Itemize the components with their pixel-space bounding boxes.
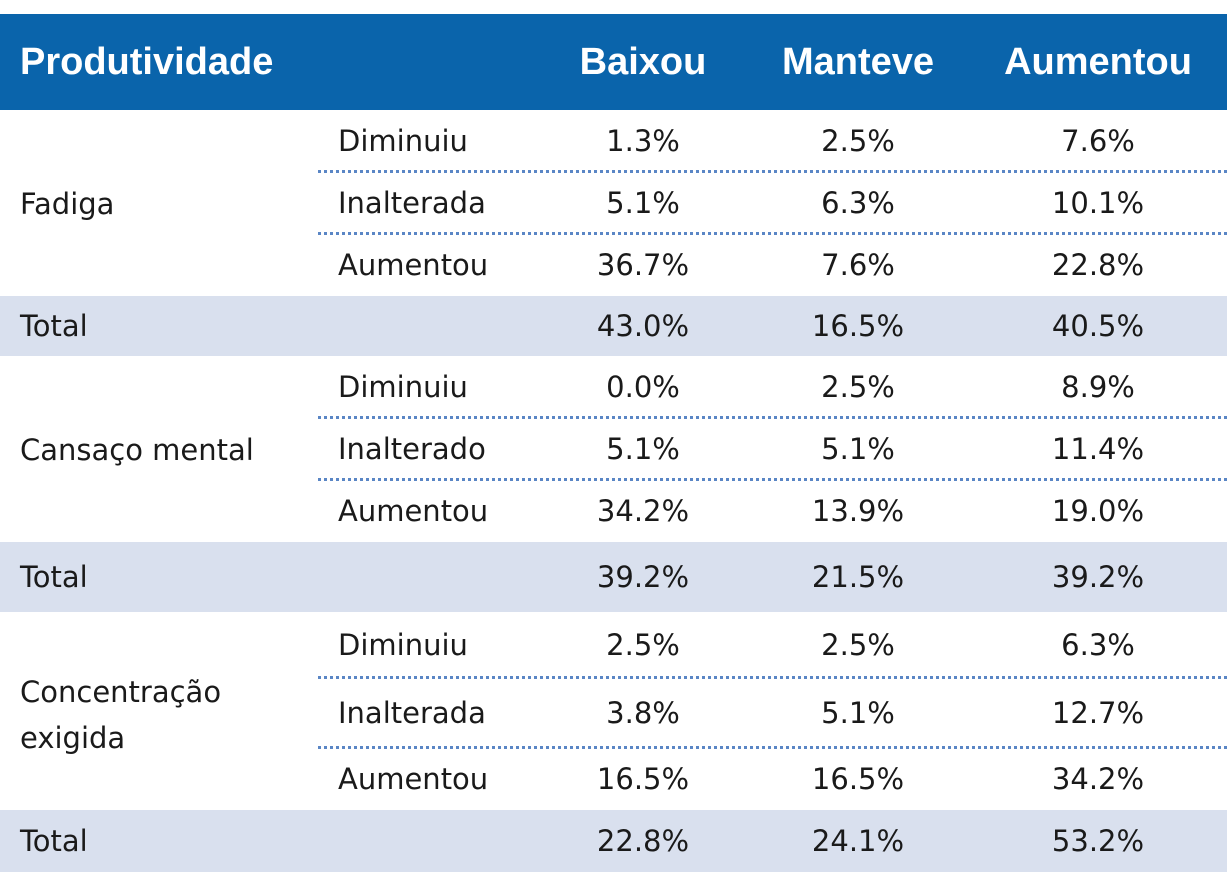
group-label-fadiga: Fadiga xyxy=(20,187,115,221)
table-row: Aumentou 34.2% 13.9% 19.0% xyxy=(0,480,1227,542)
total-value: 53.2% xyxy=(1051,824,1145,858)
total-value: 40.5% xyxy=(1051,309,1145,343)
total-value: 16.5% xyxy=(811,309,905,343)
total-row: Total 39.2% 21.5% 39.2% xyxy=(0,542,1227,612)
total-row: Total 22.8% 24.1% 53.2% xyxy=(0,810,1227,872)
table-row: Diminuiu 2.5% 2.5% 6.3% xyxy=(0,612,1227,678)
cell-value: 5.1% xyxy=(606,432,680,466)
row-separator xyxy=(318,232,1227,235)
row-separator xyxy=(318,676,1227,679)
table-row: Aumentou 36.7% 7.6% 22.8% xyxy=(0,234,1227,296)
cell-value: 36.7% xyxy=(596,248,690,282)
cell-value: 2.5% xyxy=(821,124,895,158)
total-label: Total xyxy=(20,309,88,343)
cell-value: 6.3% xyxy=(821,186,895,220)
table-row: Diminuiu 0.0% 2.5% 8.9% xyxy=(0,356,1227,418)
total-value: 21.5% xyxy=(811,560,905,594)
cell-value: 8.9% xyxy=(1061,370,1135,404)
total-value: 22.8% xyxy=(596,824,690,858)
cell-value: 12.7% xyxy=(1051,696,1145,730)
cell-value: 10.1% xyxy=(1051,186,1145,220)
group-label-concentracao-exigida: Concentração exigida xyxy=(20,669,221,761)
row-label: Aumentou xyxy=(338,248,489,282)
table-header: Produtividade Baixou Manteve Aumentou xyxy=(0,14,1227,110)
row-separator xyxy=(318,478,1227,481)
group-label-cansaco-mental: Cansaço mental xyxy=(20,433,254,467)
table-row: Inalterado 5.1% 5.1% 11.4% xyxy=(0,418,1227,480)
group-label-line: exigida xyxy=(20,721,126,755)
row-label: Diminuiu xyxy=(338,628,468,662)
cell-value: 5.1% xyxy=(606,186,680,220)
row-label: Inalterada xyxy=(338,696,486,730)
cell-value: 5.1% xyxy=(821,696,895,730)
total-label: Total xyxy=(20,824,88,858)
row-separator xyxy=(318,170,1227,173)
cell-value: 16.5% xyxy=(596,762,690,796)
cell-value: 5.1% xyxy=(821,432,895,466)
cell-value: 3.8% xyxy=(606,696,680,730)
row-label: Inalterado xyxy=(338,432,486,466)
cell-value: 2.5% xyxy=(821,628,895,662)
cell-value: 22.8% xyxy=(1051,248,1145,282)
cell-value: 13.9% xyxy=(811,494,905,528)
cell-value: 6.3% xyxy=(1061,628,1135,662)
cell-value: 2.5% xyxy=(821,370,895,404)
row-label: Aumentou xyxy=(338,762,489,796)
header-col-baixou: Baixou xyxy=(579,41,707,83)
table-row: Aumentou 16.5% 16.5% 34.2% xyxy=(0,748,1227,810)
row-label: Aumentou xyxy=(338,494,489,528)
table-row: Inalterada 3.8% 5.1% 12.7% xyxy=(0,678,1227,748)
row-label: Diminuiu xyxy=(338,124,468,158)
row-label: Inalterada xyxy=(338,186,486,220)
total-label: Total xyxy=(20,560,88,594)
cell-value: 19.0% xyxy=(1051,494,1145,528)
cell-value: 0.0% xyxy=(606,370,680,404)
table-row: Diminuiu 1.3% 2.5% 7.6% xyxy=(0,110,1227,172)
table-row: Inalterada 5.1% 6.3% 10.1% xyxy=(0,172,1227,234)
cell-value: 34.2% xyxy=(1051,762,1145,796)
header-col-manteve: Manteve xyxy=(781,41,935,83)
row-separator xyxy=(318,416,1227,419)
header-label: Produtividade xyxy=(20,41,274,83)
row-separator xyxy=(318,746,1227,749)
cell-value: 2.5% xyxy=(606,628,680,662)
total-value: 39.2% xyxy=(1051,560,1145,594)
total-value: 24.1% xyxy=(811,824,905,858)
cell-value: 7.6% xyxy=(1061,124,1135,158)
cell-value: 16.5% xyxy=(811,762,905,796)
cell-value: 34.2% xyxy=(596,494,690,528)
total-row: Total 43.0% 16.5% 40.5% xyxy=(0,296,1227,356)
cell-value: 1.3% xyxy=(606,124,680,158)
group-label-line: Concentração xyxy=(20,675,222,709)
cell-value: 7.6% xyxy=(821,248,895,282)
cell-value: 11.4% xyxy=(1051,432,1145,466)
row-label: Diminuiu xyxy=(338,370,468,404)
total-value: 43.0% xyxy=(596,309,690,343)
header-col-aumentou: Aumentou xyxy=(1004,41,1192,83)
total-value: 39.2% xyxy=(596,560,690,594)
